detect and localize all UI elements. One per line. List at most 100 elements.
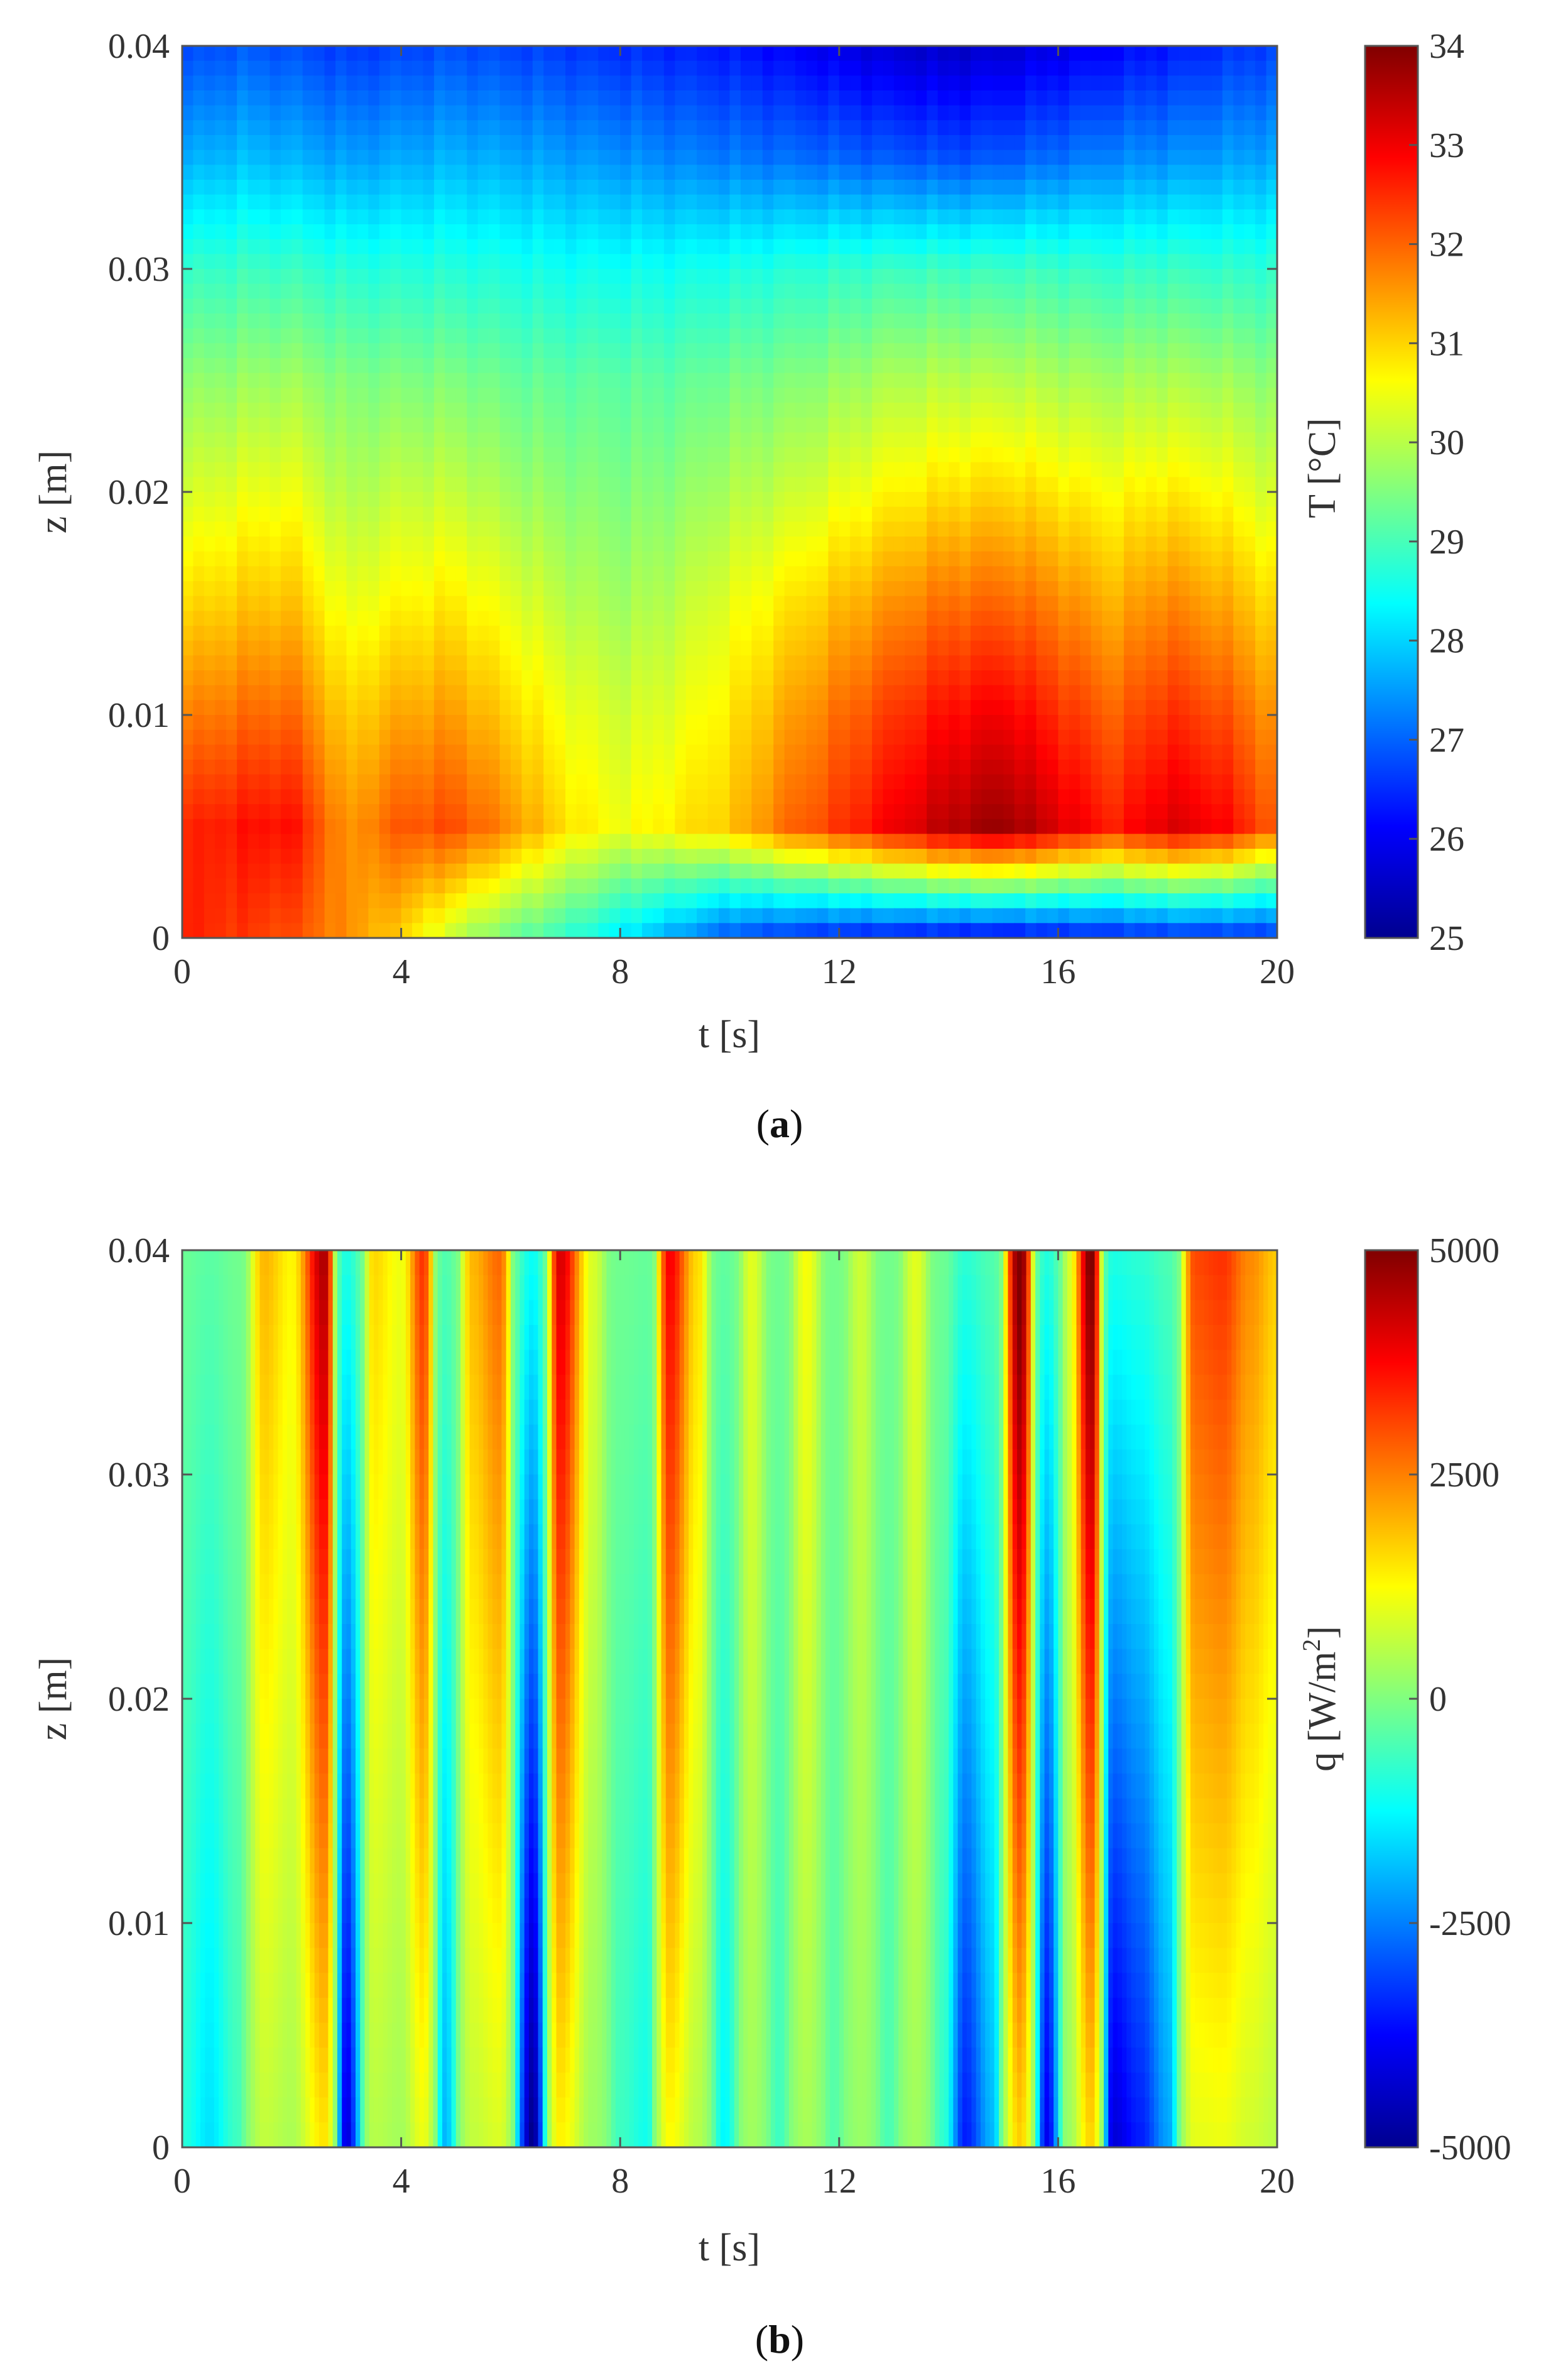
heatmap-cell: [1135, 60, 1146, 77]
heatmap-cell: [193, 373, 205, 389]
heatmap-cell: [1102, 135, 1114, 151]
heatmap-cell: [828, 239, 840, 255]
heatmap-cell: [927, 60, 939, 77]
heatmap-cell: [499, 358, 511, 374]
heatmap-cell: [445, 506, 457, 523]
heatmap-cell: [1113, 283, 1124, 300]
heatmap-cell: [1266, 596, 1278, 612]
heatmap-cell: [280, 506, 293, 523]
heatmap-cell: [401, 388, 413, 403]
heatmap-cell: [1200, 373, 1212, 389]
heatmap-cell: [477, 120, 489, 136]
heatmap-cell: [663, 239, 676, 255]
heatmap-cell: [1058, 358, 1070, 374]
heatmap-cell: [1200, 596, 1212, 612]
heatmap-cell: [685, 90, 698, 106]
heatmap-cell: [554, 239, 566, 255]
heatmap-cell: [335, 670, 347, 686]
heatmap-cell: [477, 417, 489, 433]
heatmap-cell: [872, 537, 884, 552]
heatmap-cell: [532, 209, 544, 225]
heatmap-cell: [729, 224, 741, 240]
heatmap-cell: [554, 566, 566, 582]
heatmap-cell: [1003, 343, 1015, 359]
heatmap-cell: [861, 774, 873, 790]
heatmap-cell: [1189, 403, 1201, 418]
heatmap-cell: [412, 477, 424, 493]
heatmap-cell: [949, 640, 961, 657]
heatmap-cell: [1222, 269, 1234, 285]
heatmap-cell: [368, 254, 380, 270]
heatmap-cell: [445, 194, 457, 210]
heatmap-cell: [915, 506, 928, 523]
heatmap-cell: [1244, 611, 1256, 626]
heatmap-cell: [642, 165, 654, 180]
heatmap-cell: [1113, 537, 1124, 552]
heatmap-cell: [685, 120, 698, 136]
heatmap-cell: [390, 417, 402, 433]
heatmap-cell: [215, 373, 227, 389]
heatmap-cell: [335, 655, 347, 671]
heatmap-cell: [598, 626, 610, 641]
heatmap-cell: [324, 462, 336, 478]
heatmap-cell: [445, 180, 457, 195]
heatmap-cell: [1025, 729, 1037, 746]
heatmap-cell: [455, 640, 467, 657]
heatmap-cell: [631, 462, 643, 478]
heatmap-cell: [313, 626, 325, 641]
heatmap-cell: [467, 462, 479, 478]
heatmap-cell: [1069, 328, 1081, 344]
heatmap-cell: [915, 269, 928, 285]
heatmap-cell: [291, 744, 303, 760]
heatmap-cell: [740, 90, 753, 106]
heatmap-cell: [521, 120, 533, 136]
heatmap-cell: [642, 566, 654, 582]
heatmap-cell: [1091, 551, 1102, 567]
heatmap-cell: [620, 655, 632, 671]
heatmap-cell: [1123, 165, 1136, 180]
heatmap-cell: [653, 581, 665, 597]
heatmap-cell: [489, 388, 501, 403]
heatmap-cell: [927, 209, 939, 225]
heatmap-cell: [620, 640, 632, 657]
heatmap-cell: [1157, 194, 1168, 210]
heatmap-cell: [467, 150, 479, 166]
heatmap-cell: [368, 611, 380, 626]
heatmap-cell: [905, 417, 917, 433]
heatmap-cell: [193, 655, 205, 671]
heatmap-cell: [1036, 744, 1048, 760]
heatmap-cell: [719, 254, 731, 270]
heatmap-cell: [1091, 715, 1102, 731]
heatmap-cell: [828, 343, 840, 359]
heatmap-cell: [313, 685, 325, 701]
heatmap-cell: [237, 447, 249, 463]
heatmap-cell: [215, 239, 227, 255]
heatmap-cell: [839, 403, 851, 418]
heatmap-cell: [872, 462, 884, 478]
heatmap-cell: [324, 685, 336, 701]
heatmap-cell: [280, 150, 293, 166]
heatmap-cell: [324, 328, 336, 344]
heatmap-cell: [433, 670, 446, 686]
heatmap-cell: [1091, 209, 1102, 225]
heatmap-cell: [1244, 75, 1256, 91]
heatmap-cell: [663, 477, 676, 493]
heatmap-cell: [489, 581, 501, 597]
heatmap-cell: [1102, 729, 1114, 746]
heatmap-cell: [587, 328, 599, 344]
heatmap-cell: [1189, 774, 1201, 790]
heatmap-cell: [193, 462, 205, 478]
heatmap-cell: [1179, 685, 1190, 701]
heatmap-cell: [850, 75, 862, 91]
heatmap-cell: [1244, 343, 1256, 359]
heatmap-cell: [390, 477, 402, 493]
heatmap-cell: [543, 313, 555, 329]
heatmap-cell: [521, 760, 533, 775]
heatmap-cell: [576, 551, 588, 567]
heatmap-cell: [477, 373, 489, 389]
heatmap-cell: [1255, 209, 1267, 225]
heatmap-cell: [949, 537, 961, 552]
heatmap-cell: [532, 744, 544, 760]
heatmap-cell: [1036, 462, 1048, 478]
heatmap-cell: [861, 551, 873, 567]
